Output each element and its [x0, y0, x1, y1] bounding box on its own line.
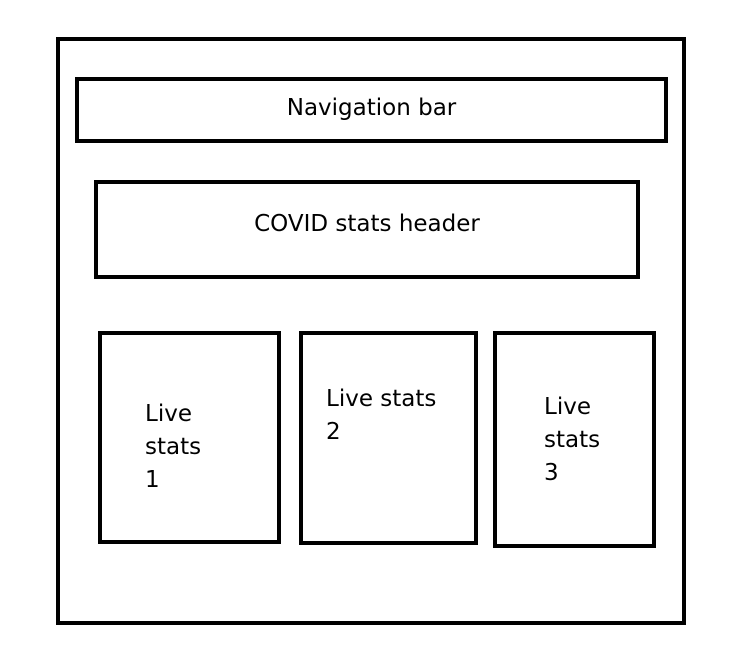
live-stats-card-2: Live stats 2 — [299, 331, 478, 545]
covid-stats-header: COVID stats header — [94, 180, 640, 279]
covid-stats-header-label: COVID stats header — [254, 211, 480, 237]
live-stats-card-1-label: Live stats 1 — [145, 401, 202, 493]
navigation-bar: Navigation bar — [75, 77, 668, 143]
live-stats-card-3: Live stats 3 — [493, 331, 656, 548]
navigation-bar-label: Navigation bar — [286, 94, 457, 121]
live-stats-card-1: Live stats 1 — [98, 331, 281, 544]
live-stats-card-3-label: Live stats 3 — [544, 394, 601, 486]
live-stats-card-2-label: Live stats 2 — [326, 386, 437, 445]
